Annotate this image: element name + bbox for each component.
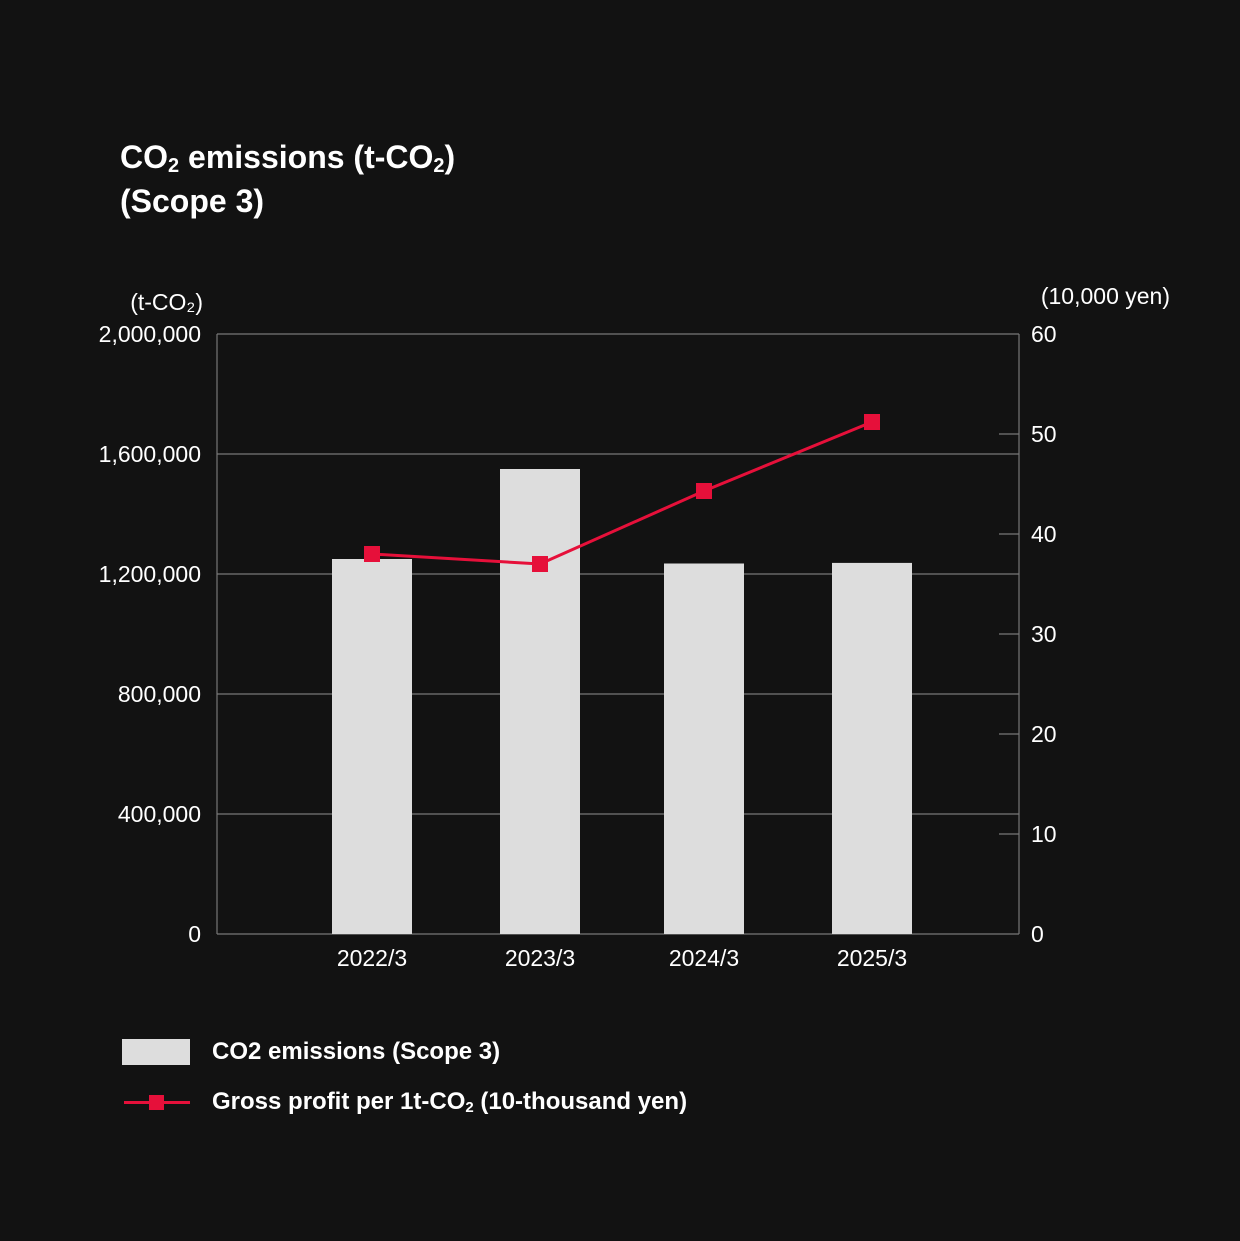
y-left-unit-label: (t-CO₂) xyxy=(130,289,203,315)
chart-svg: 0 400,000 800,000 1,200,000 1,600,000 2,000,0… xyxy=(99,283,1170,971)
chart-legend: CO2 emissions (Scope 3) Gross profit per… xyxy=(122,1035,687,1135)
y-right-tick-label: 30 xyxy=(1031,621,1057,647)
y-left-tick-label: 1,200,000 xyxy=(99,561,201,587)
chart-title-line1: CO2 emissions (t-CO2) xyxy=(120,139,456,177)
y-left-tick-label: 0 xyxy=(188,921,201,947)
y-left-tick-label: 800,000 xyxy=(118,681,201,707)
y-right-tick-label: 40 xyxy=(1031,521,1057,547)
bar xyxy=(664,563,744,934)
bar xyxy=(332,559,412,934)
y-left-tick-label: 400,000 xyxy=(118,801,201,827)
bar xyxy=(832,562,912,934)
chart-title: CO2 emissions (t-CO2) (Scope 3) xyxy=(120,135,455,223)
y-left-tick-label: 2,000,000 xyxy=(99,321,201,347)
legend-swatch-bar xyxy=(122,1039,190,1065)
line-point xyxy=(864,414,880,430)
series-line xyxy=(371,420,873,566)
bar xyxy=(500,469,580,934)
x-tick-label: 2024/3 xyxy=(669,945,739,971)
y-right-tick-label: 10 xyxy=(1031,821,1057,847)
chart-title-line2: (Scope 3) xyxy=(120,183,265,219)
y-right-tick-label: 50 xyxy=(1031,421,1057,447)
x-tick-label: 2025/3 xyxy=(837,945,907,971)
x-tick-label: 2023/3 xyxy=(505,945,575,971)
legend-item-bar: CO2 emissions (Scope 3) xyxy=(122,1035,687,1069)
y-right-tick-label: 0 xyxy=(1031,921,1044,947)
line-point xyxy=(532,556,548,572)
line-point xyxy=(364,546,380,562)
y-left-tick-label: 1,600,000 xyxy=(99,441,201,467)
legend-swatch-line xyxy=(122,1089,190,1115)
y-right-tick-label: 60 xyxy=(1031,321,1057,347)
legend-label-bar: CO2 emissions (Scope 3) xyxy=(212,1038,501,1065)
legend-label-line: Gross profit per 1t-CO2 (10-thousand yen… xyxy=(212,1088,688,1116)
y-right-unit-label: (10,000 yen) xyxy=(1041,283,1170,309)
x-tick-label: 2022/3 xyxy=(337,945,407,971)
y-right-tick-label: 20 xyxy=(1031,721,1057,747)
legend-item-line: Gross profit per 1t-CO2 (10-thousand yen… xyxy=(122,1085,687,1119)
line-point xyxy=(696,483,712,499)
